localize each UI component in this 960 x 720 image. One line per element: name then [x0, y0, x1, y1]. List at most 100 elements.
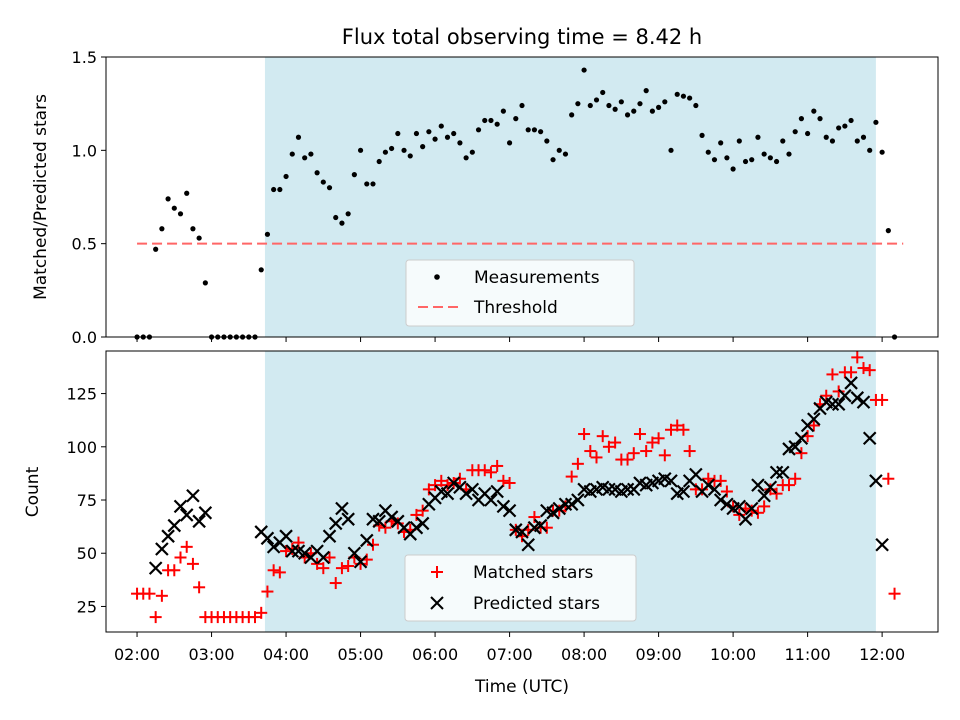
measurement-point — [761, 151, 767, 157]
predicted-star-point — [279, 529, 293, 543]
measurement-point — [624, 112, 631, 118]
predicted-star-point-b — [875, 537, 889, 552]
matched-star-point — [764, 483, 777, 496]
predicted-star-point-b — [179, 508, 194, 522]
predicted-star-point-b — [446, 476, 461, 490]
predicted-star-point — [850, 391, 865, 405]
measurement-point — [351, 172, 357, 178]
measurements-points — [134, 67, 898, 340]
measurement-point — [885, 228, 891, 234]
matched-star-point — [770, 487, 783, 500]
matched-star-point — [193, 581, 206, 594]
legend-matched-label: Matched stars — [473, 563, 593, 583]
matched-star-point — [422, 483, 435, 496]
predicted-star-point-b — [788, 440, 802, 454]
predicted-star-point-b — [751, 478, 765, 492]
x-axis-label: Time (UTC) — [474, 677, 569, 697]
measurement-point — [457, 140, 463, 146]
matched-star-point — [186, 557, 199, 570]
matched-star-point — [261, 585, 274, 598]
matched-star-point — [155, 589, 168, 602]
predicted-star-point-b — [850, 391, 865, 405]
matched-star-point — [174, 551, 187, 564]
measurement-point — [302, 155, 308, 161]
measurement-point — [854, 138, 860, 144]
measurement-point — [277, 186, 283, 193]
measurement-point — [475, 127, 482, 133]
measurement-point — [357, 147, 364, 153]
measurement-point — [593, 97, 600, 103]
measurement-point — [637, 101, 643, 107]
matched-star-point — [696, 483, 709, 496]
predicted-star-point-b — [490, 484, 504, 499]
matched-star-point — [435, 474, 448, 487]
measurement-point — [680, 93, 687, 99]
top-y-tick-label: 0.5 — [72, 235, 97, 254]
measurement-point — [798, 116, 805, 122]
measurement-point — [382, 149, 389, 155]
legend-measurements-label: Measurements — [474, 268, 600, 288]
measurement-point — [320, 179, 326, 185]
bottom-x-tick-label: 06:00 — [412, 645, 458, 664]
predicted-star-point — [571, 493, 585, 507]
matched-star-point — [665, 423, 678, 436]
matched-star-point — [342, 560, 355, 573]
predicted-star-point-b — [502, 503, 517, 518]
matched-star-point — [882, 472, 895, 485]
matched-star-point — [379, 521, 392, 534]
matched-star-point — [751, 506, 764, 519]
predicted-star-point-b — [310, 544, 324, 558]
measurement-point — [165, 196, 171, 202]
predicted-star-point — [620, 482, 635, 497]
predicted-star-point-b — [819, 395, 834, 409]
predicted-star-point — [297, 546, 312, 561]
matched-star-point — [391, 517, 404, 530]
predicted-star-point-b — [322, 529, 337, 543]
bottom-y-tick-label: 50 — [77, 544, 97, 563]
bottom-x-tick-label: 07:00 — [487, 645, 533, 664]
predicted-stars-points — [148, 376, 889, 575]
measurement-point — [823, 134, 829, 140]
predicted-star-point — [825, 397, 840, 411]
measurement-point — [867, 147, 873, 153]
predicted-star-point-b — [266, 540, 281, 554]
top-y-tick-label: 0.0 — [72, 328, 97, 347]
top-legend-box — [405, 259, 635, 327]
predicted-star-point-b — [378, 503, 393, 518]
predicted-star-point-b — [540, 503, 554, 518]
predicted-star-point — [353, 554, 368, 569]
measurement-point — [159, 226, 165, 232]
predicted-star-point — [372, 514, 386, 529]
measurement-point — [295, 134, 302, 140]
predicted-star-point-b — [658, 471, 672, 486]
legend-predicted-marker — [430, 596, 444, 610]
predicted-star-point — [558, 497, 573, 512]
matched-star-point — [565, 470, 578, 483]
predicted-star-point — [738, 512, 753, 526]
predicted-star-point — [285, 544, 300, 558]
legend-predicted-label: Predicted stars — [473, 594, 600, 614]
predicted-star-point-b — [856, 395, 871, 409]
predicted-star-point — [347, 546, 362, 561]
predicted-star-point — [564, 497, 579, 512]
predicted-star-point — [484, 493, 498, 507]
predicted-star-point — [515, 525, 529, 539]
matched-star-point — [832, 385, 845, 398]
matched-star-point — [646, 436, 659, 449]
predicted-star-point — [465, 482, 480, 497]
measurement-point — [345, 211, 351, 217]
predicted-star-point-b — [838, 388, 852, 403]
predicted-star-point — [446, 476, 461, 490]
predicted-star-point — [186, 488, 200, 503]
measurement-point — [544, 138, 550, 144]
predicted-star-point-b — [775, 465, 790, 480]
predicted-star-point-b — [167, 518, 182, 533]
predicted-star-point — [459, 486, 473, 501]
matched-star-point — [857, 362, 870, 375]
predicted-star-point-b — [558, 497, 573, 512]
measurement-point — [407, 153, 413, 159]
matched-star-point — [863, 364, 876, 377]
predicted-star-point — [179, 508, 194, 522]
predicted-star-point — [341, 512, 355, 526]
